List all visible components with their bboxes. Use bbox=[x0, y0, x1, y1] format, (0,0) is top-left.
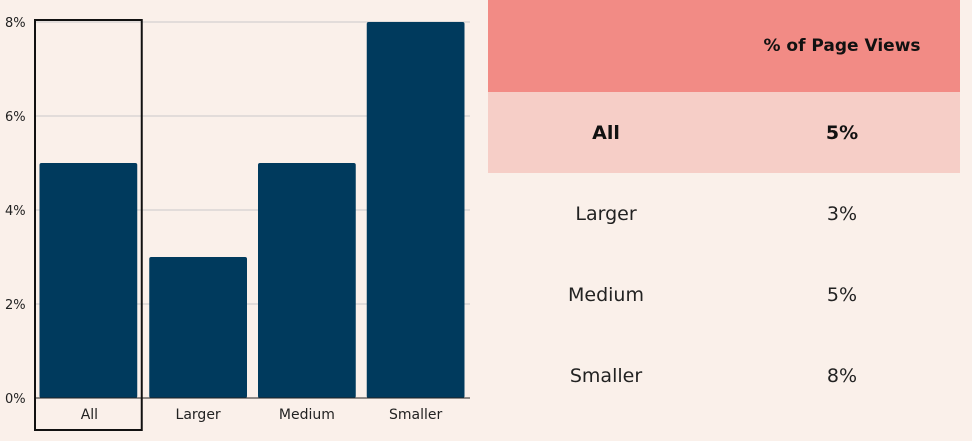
x-tick-label: All bbox=[81, 407, 98, 423]
y-tick-label: 2% bbox=[5, 298, 26, 313]
row-label: Larger bbox=[575, 202, 637, 225]
bars bbox=[39, 22, 465, 398]
table-row: All 5% bbox=[488, 92, 960, 173]
table-row: Smaller 8% bbox=[488, 335, 960, 416]
table-row: Larger 3% bbox=[488, 173, 960, 254]
header-label bbox=[488, 0, 724, 92]
row-label: All bbox=[592, 121, 620, 144]
row-label: Smaller bbox=[569, 364, 643, 387]
row-value: 8% bbox=[826, 364, 858, 387]
y-tick-label: 8% bbox=[5, 16, 26, 31]
y-tick-label: 6% bbox=[5, 110, 26, 125]
row-value: 3% bbox=[826, 202, 858, 225]
bar-larger bbox=[149, 257, 247, 398]
x-tick-label: Smaller bbox=[389, 407, 442, 423]
y-tick-label: 4% bbox=[5, 204, 26, 219]
bar-chart: 0% 2% 4% 6% 8% All Larger Medium Smaller bbox=[5, 16, 470, 431]
bar-medium bbox=[258, 163, 356, 398]
row-value: 5% bbox=[826, 283, 858, 306]
y-tick-labels: 0% 2% 4% 6% 8% bbox=[5, 16, 26, 407]
highlight-outline bbox=[34, 19, 143, 431]
x-tick-label: Larger bbox=[176, 407, 221, 423]
bar-smaller bbox=[366, 22, 465, 398]
header-value: % of Page Views bbox=[763, 36, 921, 56]
bar-all bbox=[39, 163, 138, 398]
y-tick-label: 0% bbox=[5, 392, 26, 407]
x-tick-label: Medium bbox=[279, 407, 335, 423]
table-row: Medium 5% bbox=[488, 254, 960, 335]
summary-table: % of Page Views All 5% Larger 3% Medium … bbox=[488, 0, 960, 416]
x-tick-labels: All Larger Medium Smaller bbox=[81, 407, 443, 423]
row-label: Medium bbox=[568, 283, 644, 306]
row-value: 5% bbox=[825, 121, 859, 144]
table-header-row: % of Page Views bbox=[488, 0, 960, 92]
highlight-box bbox=[34, 19, 143, 431]
